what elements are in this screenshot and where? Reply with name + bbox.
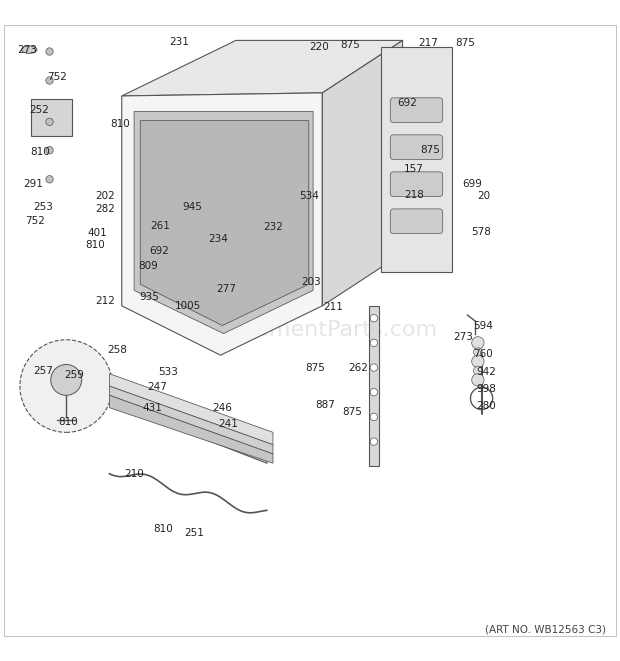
Text: 291: 291	[24, 178, 43, 188]
Text: 258: 258	[107, 345, 127, 355]
Circle shape	[370, 339, 378, 346]
Text: 431: 431	[143, 403, 162, 412]
Circle shape	[472, 373, 484, 386]
Polygon shape	[31, 99, 73, 136]
Circle shape	[46, 176, 53, 183]
FancyBboxPatch shape	[390, 172, 443, 196]
FancyBboxPatch shape	[390, 98, 443, 122]
Circle shape	[370, 438, 378, 446]
Text: 261: 261	[151, 221, 170, 231]
Text: 257: 257	[33, 366, 53, 375]
Text: 202: 202	[95, 191, 115, 201]
Text: 282: 282	[95, 204, 115, 214]
Polygon shape	[140, 121, 309, 326]
Text: 210: 210	[124, 469, 144, 479]
Text: 998: 998	[476, 384, 496, 394]
Polygon shape	[109, 373, 273, 445]
Text: 232: 232	[263, 222, 283, 232]
Text: 157: 157	[404, 164, 423, 174]
Text: 810: 810	[86, 241, 105, 251]
Circle shape	[370, 315, 378, 322]
Polygon shape	[369, 306, 379, 466]
Circle shape	[51, 364, 82, 395]
Text: 277: 277	[217, 284, 237, 293]
Text: 273: 273	[453, 332, 473, 342]
Circle shape	[474, 366, 482, 375]
Text: 810: 810	[30, 147, 50, 157]
Text: 401: 401	[87, 228, 107, 238]
Text: 220: 220	[309, 42, 329, 52]
Text: 875: 875	[305, 362, 325, 373]
Circle shape	[46, 147, 53, 154]
Text: 211: 211	[324, 302, 343, 312]
Text: 809: 809	[138, 260, 158, 271]
FancyBboxPatch shape	[390, 209, 443, 233]
Polygon shape	[381, 46, 452, 272]
Text: 273: 273	[17, 45, 37, 55]
Text: 578: 578	[472, 227, 492, 237]
Text: 217: 217	[418, 38, 438, 48]
Text: 1005: 1005	[175, 301, 201, 311]
Polygon shape	[115, 380, 267, 463]
Text: 810: 810	[58, 417, 78, 427]
Text: 875: 875	[340, 40, 360, 50]
Text: 20: 20	[477, 191, 490, 201]
Polygon shape	[122, 93, 322, 355]
Text: 251: 251	[184, 528, 204, 538]
Text: 935: 935	[140, 292, 159, 301]
Polygon shape	[322, 40, 402, 306]
Text: 246: 246	[213, 403, 232, 412]
Text: 942: 942	[476, 368, 496, 377]
Text: 280: 280	[476, 401, 496, 410]
Text: 212: 212	[95, 296, 115, 306]
Text: 810: 810	[110, 119, 130, 129]
Circle shape	[472, 336, 484, 349]
Text: 253: 253	[33, 202, 53, 212]
Text: 760: 760	[473, 349, 493, 359]
Text: 699: 699	[462, 178, 482, 188]
Circle shape	[474, 348, 482, 356]
Text: 752: 752	[47, 73, 67, 83]
Polygon shape	[122, 40, 402, 96]
Circle shape	[20, 340, 112, 432]
Text: 945: 945	[183, 202, 203, 212]
Text: 262: 262	[348, 362, 368, 373]
FancyBboxPatch shape	[390, 135, 443, 159]
Text: 231: 231	[169, 36, 189, 47]
Text: 887: 887	[316, 399, 335, 410]
Text: 875: 875	[342, 407, 362, 417]
Text: 218: 218	[404, 190, 423, 200]
Text: 234: 234	[209, 234, 229, 244]
Circle shape	[370, 389, 378, 396]
Text: 203: 203	[301, 278, 321, 288]
Circle shape	[46, 48, 53, 56]
Text: 875: 875	[420, 145, 440, 155]
Text: 259: 259	[64, 370, 84, 380]
Circle shape	[46, 118, 53, 126]
Text: 594: 594	[473, 321, 493, 330]
Polygon shape	[134, 112, 313, 334]
Circle shape	[370, 364, 378, 371]
Ellipse shape	[22, 46, 37, 54]
Text: 533: 533	[158, 368, 178, 377]
Text: 692: 692	[149, 247, 169, 256]
Circle shape	[370, 413, 378, 420]
Polygon shape	[109, 386, 273, 454]
Circle shape	[46, 77, 53, 84]
Text: 534: 534	[299, 191, 319, 201]
Circle shape	[472, 355, 484, 368]
Text: 810: 810	[153, 524, 173, 534]
Text: 752: 752	[25, 215, 45, 225]
Text: 692: 692	[397, 98, 417, 108]
Text: 252: 252	[30, 105, 50, 115]
Text: ReplacementParts.com: ReplacementParts.com	[182, 321, 438, 340]
Text: 875: 875	[456, 38, 476, 48]
Polygon shape	[109, 395, 273, 463]
Text: 247: 247	[147, 382, 167, 392]
Text: (ART NO. WB12563 C3): (ART NO. WB12563 C3)	[485, 624, 606, 634]
Text: 241: 241	[219, 419, 239, 429]
